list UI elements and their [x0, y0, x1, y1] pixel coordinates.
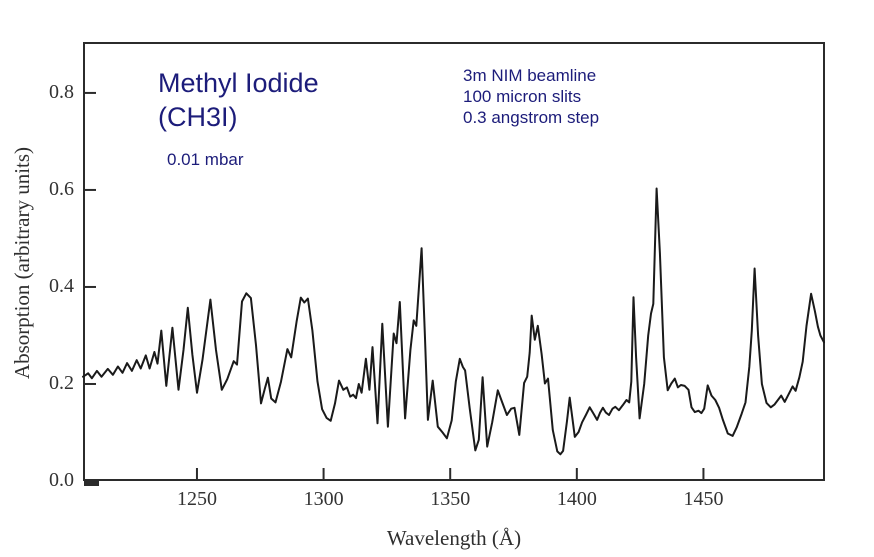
condition-slits-label: 100 micron slits	[463, 87, 582, 106]
x-tick-label: 1300	[303, 488, 344, 510]
pressure-label: 0.01 mbar	[167, 150, 244, 169]
x-tick-label: 1400	[556, 488, 597, 510]
condition-beamline-label: 3m NIM beamline	[463, 66, 597, 85]
plot-border	[83, 42, 825, 481]
y-tick-label: 0.0	[49, 469, 74, 491]
y-tick-label: 0.4	[49, 274, 74, 297]
x-tick-label: 1350	[430, 488, 471, 510]
zero-tick-mark	[84, 480, 99, 486]
y-tick-label: 0.8	[49, 80, 74, 103]
y-tick-label: 0.6	[49, 177, 74, 200]
sample-title-block: Methyl Iodide (CH3I)	[158, 66, 319, 134]
condition-step-label: 0.3 angstrom step	[463, 108, 600, 127]
sample-name-label: Methyl Iodide	[158, 68, 319, 98]
beamline-conditions-block: 3m NIM beamline 100 micron slits 0.3 ang…	[463, 65, 599, 128]
spectrum-curve	[82, 187, 825, 456]
x-tick-label: 1450	[683, 488, 724, 510]
sample-formula-label: (CH3I)	[158, 102, 238, 132]
x-tick-label: 1250	[176, 488, 217, 510]
y-axis-title: Absorption (arbitrary units)	[10, 146, 34, 380]
x-axis-title: Wavelength (Å)	[386, 526, 522, 550]
y-tick-label: 0.2	[49, 371, 74, 394]
